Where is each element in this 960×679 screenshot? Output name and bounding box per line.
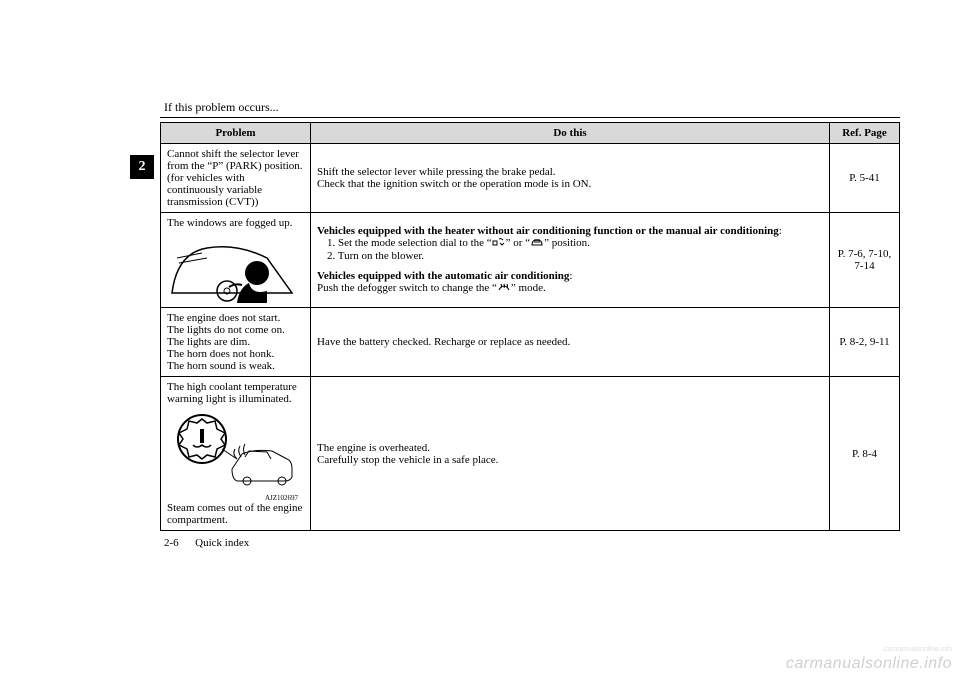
dothis-bold: Vehicles equipped with the heater withou… [317, 225, 823, 237]
table-row: The windows are fogged up. [161, 213, 900, 308]
dothis-cell: Have the battery checked. Recharge or re… [311, 308, 830, 377]
th-dothis: Do this [311, 123, 830, 144]
table-row: Cannot shift the selector lever from the… [161, 144, 900, 213]
defrost-icon [530, 237, 544, 250]
problem-line: The horn does not honk. [167, 348, 304, 360]
table-row: The engine does not start. The lights do… [161, 308, 900, 377]
section-title: If this problem occurs... [160, 100, 900, 115]
title-rule [160, 117, 900, 118]
chapter-name: Quick index [195, 537, 249, 549]
page-footer: 2-6 Quick index [160, 537, 900, 549]
dothis-cell: Vehicles equipped with the heater withou… [311, 213, 830, 308]
problem-cell: The windows are fogged up. [161, 213, 311, 308]
dothis-cell: The engine is overheated. Carefully stop… [311, 377, 830, 531]
problem-top: The high coolant temperature warning lig… [167, 381, 304, 405]
ref-cell: P. 8-2, 9-11 [830, 308, 900, 377]
page-number: 2-6 [164, 537, 179, 549]
dothis-cell: Shift the selector lever while pressing … [311, 144, 830, 213]
ref-cell: P. 8-4 [830, 377, 900, 531]
problem-line: The lights are dim. [167, 336, 304, 348]
problem-cell: Cannot shift the selector lever from the… [161, 144, 311, 213]
section-tab: 2 [130, 155, 154, 179]
problem-bottom: Steam comes out of the engine compartmen… [167, 502, 304, 526]
table-row: The high coolant temperature warning lig… [161, 377, 900, 531]
dothis-step: 2. Turn on the blower. [317, 250, 823, 262]
table-header-row: Problem Do this Ref. Page [161, 123, 900, 144]
problem-cell: The high coolant temperature warning lig… [161, 377, 311, 531]
dothis-line: Carefully stop the vehicle in a safe pla… [317, 454, 823, 466]
dothis-step: 1. Set the mode selection dial to the “”… [317, 237, 823, 250]
ref-cell: P. 5-41 [830, 144, 900, 213]
defrost-mode-icon [497, 282, 511, 295]
problem-line: The engine does not start. [167, 312, 304, 324]
th-problem: Problem [161, 123, 311, 144]
defrost-foot-icon [492, 237, 506, 250]
problem-cell: The engine does not start. The lights do… [161, 308, 311, 377]
th-ref: Ref. Page [830, 123, 900, 144]
problem-text: The windows are fogged up. [167, 217, 304, 229]
dothis-line: The engine is overheated. [317, 442, 823, 454]
watermark-small: carmanualsonline.info [884, 646, 952, 653]
problem-line: The horn sound is weak. [167, 360, 304, 372]
dothis-bold: Vehicles equipped with the automatic air… [317, 270, 823, 282]
ref-cell: P. 7-6, 7-10, 7-14 [830, 213, 900, 308]
fogged-window-illustration [167, 233, 297, 303]
dothis-line: Check that the ignition switch or the op… [317, 178, 823, 190]
overheat-illustration [167, 409, 297, 494]
problem-table: Problem Do this Ref. Page Cannot shift t… [160, 122, 900, 531]
illus-id: AJZ102697 [167, 494, 304, 502]
problem-line: The lights do not come on. [167, 324, 304, 336]
dothis-line: Push the defogger switch to change the “… [317, 282, 823, 295]
watermark: carmanualsonline.info [786, 655, 952, 673]
spacer [317, 262, 823, 270]
page-content: If this problem occurs... Problem Do thi… [160, 100, 900, 549]
dothis-line: Shift the selector lever while pressing … [317, 166, 823, 178]
